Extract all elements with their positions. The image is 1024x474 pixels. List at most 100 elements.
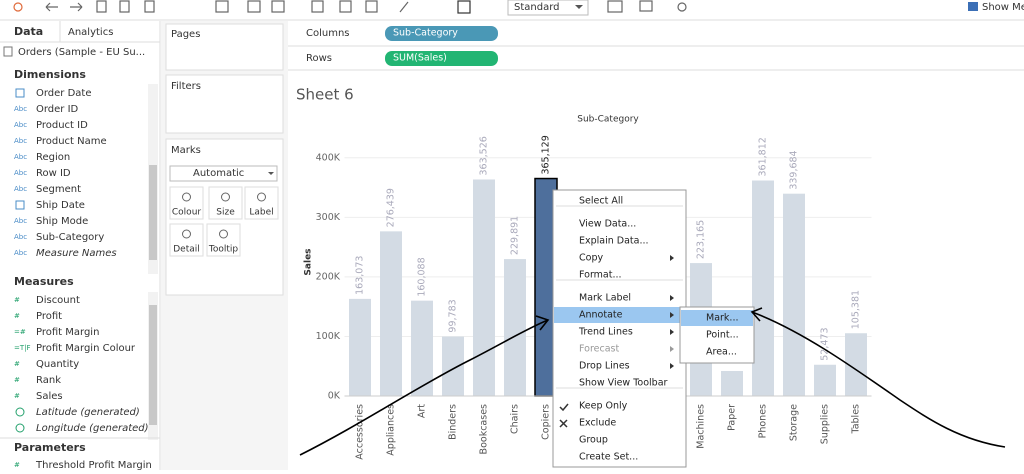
mark-button[interactable] bbox=[244, 186, 279, 220]
bar-chart: Sub-Category Sales 0K 100K 200K 300K 400K Acces… bbox=[304, 115, 872, 460]
menu-item[interactable]: Format... bbox=[579, 270, 622, 281]
menu-item[interactable]: View Data... bbox=[579, 219, 636, 230]
y-tick-label: 200K bbox=[316, 271, 341, 282]
field[interactable]: Row ID bbox=[36, 168, 71, 179]
bar[interactable] bbox=[473, 179, 495, 396]
button-icon bbox=[182, 192, 191, 202]
menu-item[interactable]: Keep Only bbox=[579, 401, 628, 412]
x-tick-label: Chairs bbox=[510, 404, 521, 434]
x-tick-label: Supplies bbox=[820, 404, 831, 444]
mark-button[interactable] bbox=[208, 186, 243, 220]
scroll-thumb[interactable] bbox=[149, 305, 157, 425]
submenu-item[interactable]: Area... bbox=[706, 347, 737, 358]
menu-item[interactable]: Group bbox=[579, 435, 608, 446]
mark-button[interactable] bbox=[169, 186, 204, 220]
y-axis-title: Sales bbox=[304, 248, 314, 275]
value-label: 163,073 bbox=[355, 256, 366, 295]
menu-item[interactable]: Mark Label bbox=[579, 293, 631, 304]
x-tick-label: Storage bbox=[789, 404, 800, 441]
field[interactable]: Region bbox=[36, 152, 70, 163]
field[interactable]: Ship Date bbox=[36, 200, 85, 211]
value-label: 223,165 bbox=[696, 220, 707, 259]
card-title: Filters bbox=[171, 81, 201, 92]
menu-item[interactable]: Exclude bbox=[579, 418, 616, 429]
field[interactable]: Order ID bbox=[36, 104, 79, 115]
menu-item[interactable]: Create Set... bbox=[579, 452, 638, 463]
card-title: Pages bbox=[171, 29, 200, 40]
field[interactable]: Ship Mode bbox=[36, 216, 88, 227]
mark-button-label: Colour bbox=[172, 208, 202, 218]
mark-type-dropdown[interactable] bbox=[169, 165, 278, 182]
field[interactable]: Profit Margin Colour bbox=[36, 343, 136, 354]
menu-item[interactable]: Annotate bbox=[579, 310, 623, 321]
mark-button-label: Tooltip bbox=[208, 245, 239, 255]
submenu-item[interactable]: Point... bbox=[706, 330, 739, 341]
field[interactable]: Latitude (generated) bbox=[36, 407, 140, 418]
scroll-thumb[interactable] bbox=[149, 165, 157, 260]
bar[interactable] bbox=[442, 336, 464, 396]
card-title: Marks bbox=[171, 145, 201, 156]
bar[interactable] bbox=[783, 193, 805, 396]
check-icon bbox=[559, 403, 569, 412]
pane-tab[interactable]: Analytics bbox=[68, 27, 113, 38]
value-label: 363,526 bbox=[479, 136, 490, 175]
x-tick-label: Binders bbox=[448, 404, 459, 440]
field[interactable]: Order Date bbox=[36, 88, 92, 99]
mark-type: Automatic bbox=[193, 168, 244, 179]
value-label: 361,812 bbox=[758, 137, 769, 176]
bar[interactable] bbox=[380, 231, 402, 396]
field[interactable]: Threshold Profit Margin bbox=[35, 460, 152, 471]
field[interactable]: Rank bbox=[36, 375, 61, 386]
field[interactable]: Measure Names bbox=[36, 248, 117, 259]
menu-item[interactable]: Show View Toolbar bbox=[579, 378, 668, 389]
bar[interactable] bbox=[814, 364, 836, 396]
bar[interactable] bbox=[845, 333, 867, 396]
bar[interactable] bbox=[411, 300, 433, 396]
value-label: 339,684 bbox=[789, 150, 800, 189]
menu-highlight bbox=[554, 307, 685, 323]
button-icon bbox=[182, 229, 191, 239]
menu-item[interactable]: Explain Data... bbox=[579, 236, 649, 247]
menu-item[interactable]: Drop Lines bbox=[579, 361, 630, 372]
view-size-dropdown[interactable] bbox=[507, 0, 589, 16]
submenu-item[interactable]: Mark... bbox=[706, 313, 739, 324]
field-icon: Abc bbox=[14, 105, 27, 113]
field-icon: =T|F bbox=[14, 344, 31, 352]
field-icon: # bbox=[14, 360, 20, 368]
x-tick-label: Machines bbox=[696, 404, 707, 449]
show-me[interactable]: Show Me bbox=[982, 2, 1024, 13]
pane-tab[interactable]: Data bbox=[14, 25, 43, 38]
menu-item[interactable]: Select All bbox=[579, 196, 623, 207]
menu-highlight bbox=[681, 310, 753, 326]
bar[interactable] bbox=[349, 298, 371, 396]
data-source[interactable]: Orders (Sample - EU Su... bbox=[18, 47, 145, 58]
bar[interactable] bbox=[752, 180, 774, 396]
mark-button[interactable] bbox=[169, 223, 204, 257]
field[interactable]: Sales bbox=[36, 391, 63, 402]
context-menu: Select All View Data... Explain Data... Cop… bbox=[552, 189, 755, 468]
submenu-arrow bbox=[670, 329, 674, 335]
view-size: Standard bbox=[514, 2, 560, 13]
field[interactable]: Discount bbox=[36, 295, 80, 306]
menu-item[interactable]: Copy bbox=[579, 253, 603, 264]
mark-button[interactable] bbox=[206, 223, 241, 257]
field[interactable]: Quantity bbox=[36, 359, 79, 370]
menu-item[interactable]: Trend Lines bbox=[578, 327, 633, 338]
field[interactable]: Profit bbox=[36, 311, 62, 322]
bar[interactable] bbox=[721, 370, 743, 396]
field[interactable]: Product Name bbox=[36, 136, 107, 147]
field[interactable]: Segment bbox=[36, 184, 81, 195]
chart-header: Sub-Category bbox=[577, 115, 639, 125]
rows-pill[interactable] bbox=[385, 51, 498, 66]
field-icon: =# bbox=[14, 328, 26, 336]
field[interactable]: Product ID bbox=[36, 120, 88, 131]
field[interactable]: Profit Margin bbox=[36, 327, 99, 338]
field[interactable]: Longitude (generated) bbox=[36, 423, 149, 434]
columns-pill[interactable] bbox=[385, 26, 498, 41]
x-tick-label: Phones bbox=[758, 404, 769, 438]
field[interactable]: Sub-Category bbox=[36, 232, 104, 243]
menu-item: Forecast bbox=[579, 344, 619, 355]
bar[interactable] bbox=[504, 259, 526, 396]
